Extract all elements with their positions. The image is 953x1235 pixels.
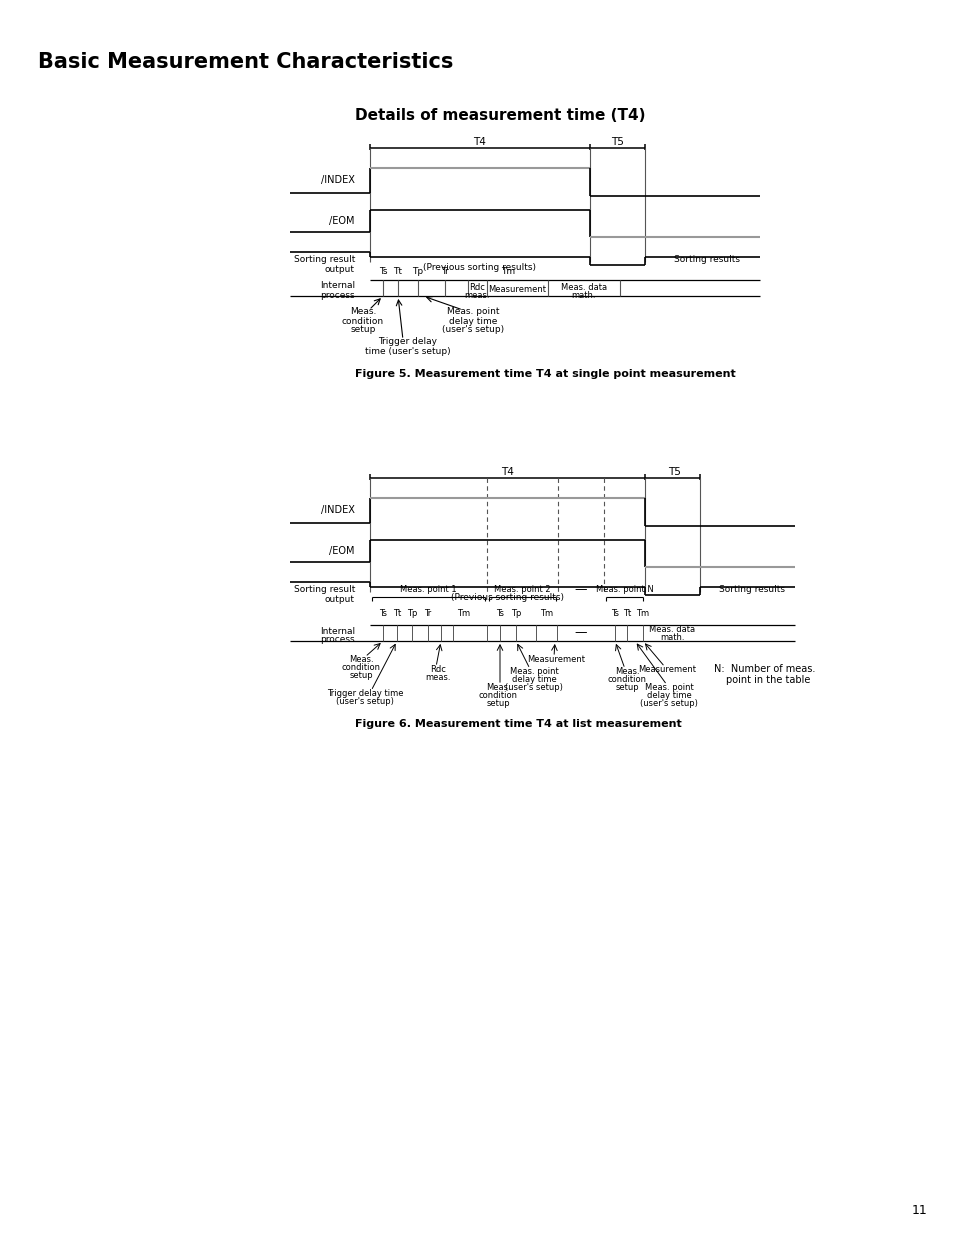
Text: output: output (325, 594, 355, 604)
Text: T4: T4 (473, 137, 486, 147)
Text: /INDEX: /INDEX (321, 505, 355, 515)
Text: Meas.: Meas. (485, 683, 510, 692)
Text: Tm: Tm (456, 610, 470, 619)
Text: condition: condition (607, 674, 646, 683)
Text: condition: condition (478, 690, 517, 699)
Text: Tt: Tt (393, 267, 402, 275)
Text: Tr: Tr (440, 267, 449, 275)
Text: Meas. point: Meas. point (446, 308, 498, 316)
Text: Sorting results: Sorting results (719, 585, 784, 594)
Text: Tt: Tt (622, 610, 631, 619)
Text: T4: T4 (500, 467, 514, 477)
Text: Sorting result: Sorting result (294, 585, 355, 594)
Text: Ts: Ts (610, 610, 618, 619)
Text: Details of measurement time (T4): Details of measurement time (T4) (355, 107, 644, 124)
Text: meas.: meas. (464, 291, 490, 300)
Text: Figure 6. Measurement time T4 at list measurement: Figure 6. Measurement time T4 at list me… (355, 719, 681, 729)
Text: 11: 11 (911, 1203, 927, 1216)
Text: Meas. point N: Meas. point N (595, 585, 653, 594)
Text: Internal: Internal (319, 282, 355, 290)
Text: process: process (320, 636, 355, 645)
Text: Tp: Tp (406, 610, 416, 619)
Text: setup: setup (349, 671, 373, 679)
Text: setup: setup (350, 326, 375, 335)
Text: delay time: delay time (511, 674, 556, 683)
Text: math.: math. (571, 291, 596, 300)
Text: —: — (574, 626, 587, 640)
Text: Tm: Tm (636, 610, 649, 619)
Text: Ts: Ts (378, 267, 387, 275)
Text: Meas. point: Meas. point (644, 683, 693, 692)
Text: (Previous sorting results): (Previous sorting results) (423, 263, 536, 272)
Text: delay time: delay time (646, 690, 691, 699)
Text: math.: math. (659, 634, 684, 642)
Text: Measurement: Measurement (638, 664, 696, 673)
Text: Meas.: Meas. (614, 667, 639, 676)
Text: Trigger delay: Trigger delay (378, 337, 437, 347)
Text: (user's setup): (user's setup) (335, 698, 394, 706)
Text: Meas. data: Meas. data (560, 284, 606, 293)
Text: Meas. point 1: Meas. point 1 (399, 585, 456, 594)
Text: delay time: delay time (448, 316, 497, 326)
Text: process: process (320, 290, 355, 300)
Text: (user's setup): (user's setup) (504, 683, 562, 692)
Text: /EOM: /EOM (329, 216, 355, 226)
Text: Internal: Internal (319, 626, 355, 636)
Text: Tt: Tt (393, 610, 400, 619)
Text: Rdc: Rdc (469, 284, 485, 293)
Text: Measurement: Measurement (488, 284, 546, 294)
Text: (Previous sorting results): (Previous sorting results) (451, 593, 563, 601)
Text: Tm: Tm (500, 267, 515, 275)
Text: —: — (574, 583, 587, 597)
Text: Tp: Tp (412, 267, 423, 275)
Text: (user's setup): (user's setup) (441, 326, 503, 335)
Text: time (user's setup): time (user's setup) (365, 347, 451, 356)
Text: T5: T5 (611, 137, 623, 147)
Text: Meas.: Meas. (350, 308, 375, 316)
Text: Meas. point: Meas. point (509, 667, 558, 676)
Text: /INDEX: /INDEX (321, 175, 355, 185)
Text: output: output (325, 264, 355, 273)
Text: T5: T5 (667, 467, 680, 477)
Text: Ts: Ts (496, 610, 503, 619)
Text: point in the table: point in the table (725, 676, 809, 685)
Text: Meas. data: Meas. data (649, 625, 695, 634)
Text: condition: condition (341, 662, 380, 672)
Text: N:  Number of meas.: N: Number of meas. (713, 664, 815, 674)
Text: Tm: Tm (539, 610, 553, 619)
Text: Meas.: Meas. (349, 655, 373, 663)
Text: Sorting result: Sorting result (294, 256, 355, 264)
Text: Ts: Ts (378, 610, 387, 619)
Text: setup: setup (486, 699, 509, 708)
Text: Meas. point 2: Meas. point 2 (494, 585, 550, 594)
Text: meas.: meas. (425, 673, 450, 682)
Text: Rdc: Rdc (430, 664, 445, 673)
Text: Sorting results: Sorting results (674, 256, 740, 264)
Text: setup: setup (615, 683, 639, 692)
Text: Measurement: Measurement (526, 655, 584, 663)
Text: Tr: Tr (424, 610, 431, 619)
Text: /EOM: /EOM (329, 546, 355, 556)
Text: Tp: Tp (510, 610, 520, 619)
Text: condition: condition (341, 316, 384, 326)
Text: Basic Measurement Characteristics: Basic Measurement Characteristics (38, 52, 453, 72)
Text: (user's setup): (user's setup) (639, 699, 698, 708)
Text: Trigger delay time: Trigger delay time (327, 688, 403, 698)
Text: Figure 5. Measurement time T4 at single point measurement: Figure 5. Measurement time T4 at single … (355, 369, 735, 379)
